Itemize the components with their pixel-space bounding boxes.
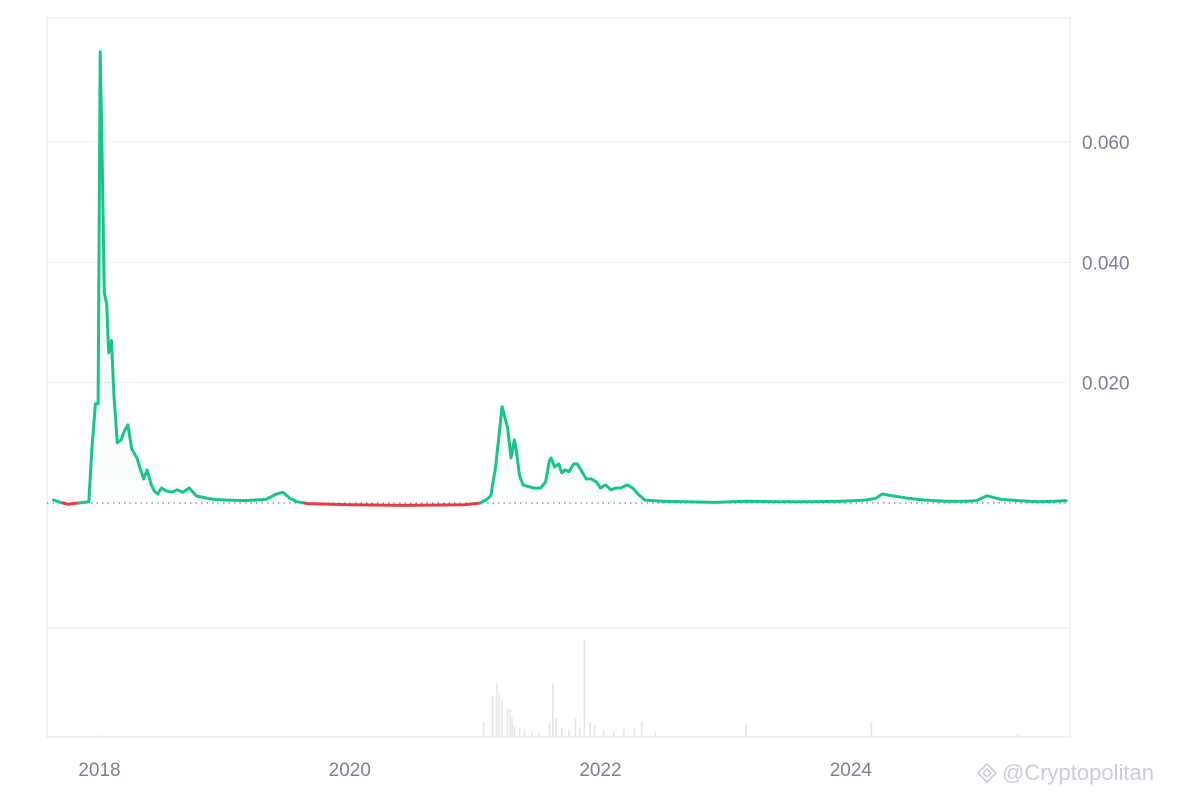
volume-bar <box>623 729 625 737</box>
price-line-below-baseline <box>302 501 482 507</box>
volume-bar <box>537 732 540 737</box>
volume-bar <box>548 722 551 737</box>
x-tick-label: 2022 <box>579 760 621 781</box>
watermark: @Cryptopolitan <box>976 760 1154 786</box>
volume-bar <box>506 707 509 737</box>
volume-bar <box>150 736 153 737</box>
x-tick-label: 2024 <box>830 760 873 781</box>
plot-border <box>46 17 1071 738</box>
volume-bar <box>578 727 581 737</box>
volume-bar <box>482 722 485 737</box>
volume-bar <box>264 736 267 737</box>
volume-bar <box>589 722 591 737</box>
price-area-fill <box>53 51 1067 503</box>
volume-bar <box>100 735 102 737</box>
volume-bars <box>100 640 1019 737</box>
x-tick-label: 2018 <box>78 760 120 781</box>
volume-bar <box>870 722 873 737</box>
volume-bar <box>552 683 554 737</box>
volume-bar <box>593 725 596 737</box>
volume-bar <box>513 725 516 737</box>
gridlines <box>47 141 1070 504</box>
volume-bar <box>498 693 501 737</box>
x-tick-label: 2020 <box>329 760 371 781</box>
volume-bar <box>511 717 513 737</box>
volume-bar <box>602 729 605 737</box>
volume-bar <box>654 732 657 737</box>
volume-bar <box>574 717 577 737</box>
price-area <box>53 51 1067 503</box>
chart-frame <box>46 17 1071 738</box>
binance-diamond-icon <box>976 762 998 784</box>
y-axis-tick-labels: 0.020 0.040 0.060 <box>1082 133 1130 395</box>
volume-bar <box>491 696 494 737</box>
price-line-above-baseline <box>77 50 306 505</box>
volume-bar <box>509 709 511 737</box>
y-tick-label: 0.020 <box>1082 374 1130 395</box>
price-line-above-baseline <box>478 405 1068 505</box>
volume-bar <box>560 727 563 737</box>
volume-bar <box>496 683 498 737</box>
volume-bar <box>555 717 558 737</box>
price-line-below-baseline <box>61 501 81 506</box>
volume-bar <box>633 727 636 737</box>
watermark-text: @Cryptopolitan <box>1002 760 1154 785</box>
volume-bar <box>531 731 533 737</box>
y-tick-label: 0.060 <box>1082 133 1130 154</box>
volume-bar <box>613 731 616 737</box>
x-axis-tick-labels: 2018 2020 2022 2024 <box>78 760 872 781</box>
price-series <box>52 50 1068 507</box>
volume-bar <box>583 640 586 737</box>
volume-bar <box>523 729 526 737</box>
volume-bar <box>745 724 747 737</box>
volume-bar <box>1016 734 1019 737</box>
volume-bar <box>640 722 643 737</box>
volume-bar <box>501 700 503 737</box>
volume-bar <box>518 727 521 737</box>
volume-bar <box>568 729 570 737</box>
y-tick-label: 0.040 <box>1082 253 1130 274</box>
